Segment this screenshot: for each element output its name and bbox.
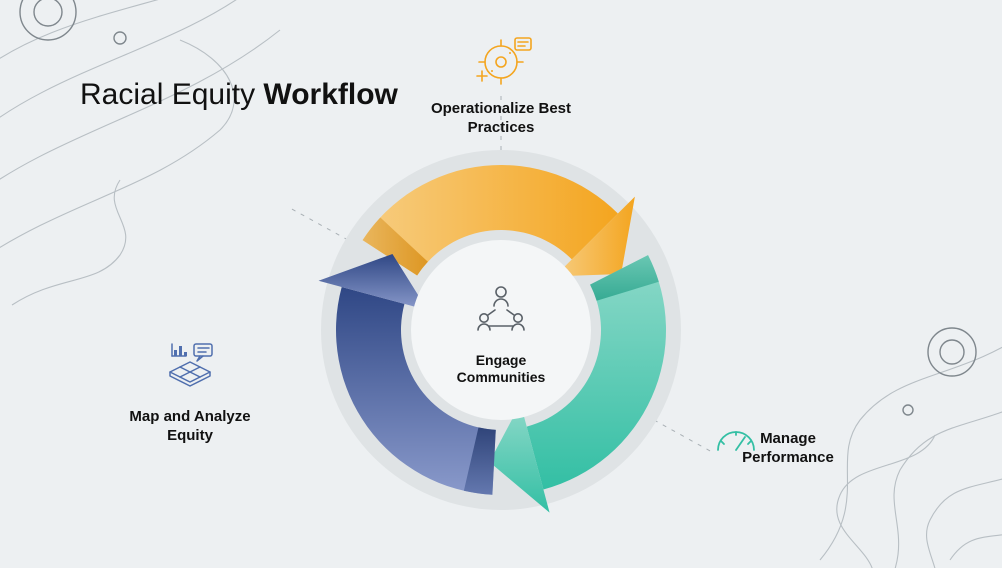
label-engage-communities: Engage Communities — [431, 352, 571, 386]
title-light: Racial Equity — [80, 78, 263, 111]
label-operationalize: Operationalize Best Practices — [391, 100, 611, 138]
label-manage-performance: Manage Performance — [708, 430, 868, 468]
cycle-inner-circle — [411, 240, 591, 420]
page-title: Racial Equity Workflow — [80, 78, 398, 112]
diagram-stage: Racial Equity Workflow Operationalize Be… — [0, 0, 1002, 568]
label-map-analyze: Map and Analyze Equity — [100, 408, 280, 446]
title-bold: Workflow — [263, 78, 397, 111]
